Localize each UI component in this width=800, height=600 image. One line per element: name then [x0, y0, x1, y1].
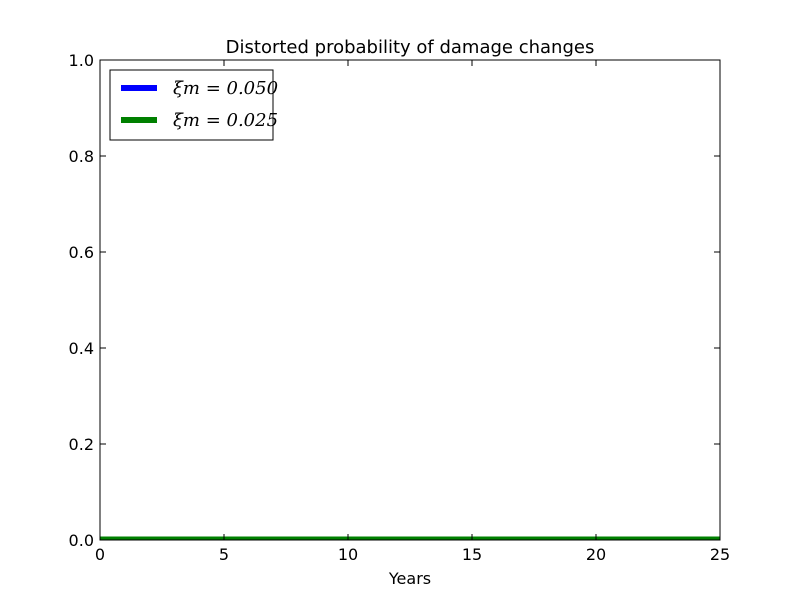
- legend-label-1: ξm = 0.050: [173, 78, 278, 99]
- x-tick-label: 25: [710, 545, 730, 564]
- y-tick-label: 1.0: [69, 51, 94, 70]
- y-tick-label: 0.2: [69, 435, 94, 454]
- y-tick-label: 0.6: [69, 243, 94, 262]
- y-tick-label: 0.4: [69, 339, 94, 358]
- legend-items: ξm = 0.050 ξm = 0.025: [121, 78, 278, 131]
- legend-label-2: ξm = 0.025: [173, 110, 278, 131]
- y-tick-label: 0.8: [69, 147, 94, 166]
- x-tick-label: 0: [95, 545, 105, 564]
- legend-box: [109, 69, 274, 141]
- x-axis-label: Years: [388, 569, 431, 588]
- x-axis-ticks: 0 5 10 15 20 25: [95, 60, 730, 564]
- y-tick-label: 0.0: [69, 531, 94, 550]
- x-tick-label: 20: [586, 545, 606, 564]
- legend: ξm = 0.050 ξm = 0.025: [109, 69, 278, 141]
- chart-title: Distorted probability of damage changes: [226, 37, 595, 58]
- x-tick-label: 15: [462, 545, 482, 564]
- y-axis-ticks: 0.0 0.2 0.4 0.6 0.8 1.0: [69, 51, 720, 550]
- plot-frame: [99, 59, 721, 541]
- x-tick-label: 10: [338, 545, 358, 564]
- x-tick-label: 5: [219, 545, 229, 564]
